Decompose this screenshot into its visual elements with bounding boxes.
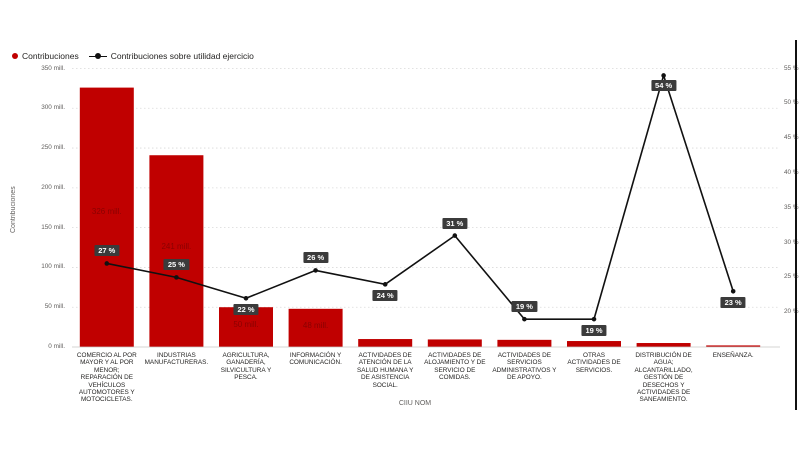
y-left-tick-label: 50 mill. (44, 303, 65, 311)
legend-line-swatch-icon (88, 52, 107, 60)
bar-data-label: 50 mill. (233, 320, 259, 330)
line-point (522, 316, 527, 322)
y-right-tick-label: 40 % (784, 168, 799, 176)
x-category-label: ACTIVIDADES DE SERVICIOS ADMINISTRATIVOS… (492, 352, 557, 382)
x-category-label: ACTIVIDADES DE ATENCIÓN DE LA SALUD HUMA… (357, 352, 414, 389)
line-point (452, 233, 458, 238)
line-data-label: 54 % (651, 80, 677, 92)
y-left-tick-label: 350 mill. (41, 64, 65, 72)
x-category-label: INFORMACIÓN Y COMUNICACIÓN. (289, 352, 342, 367)
x-axis-title: CIIU NOM (398, 400, 432, 407)
line-data-label: 25 % (163, 259, 189, 271)
line-point (243, 295, 249, 301)
line-point (313, 268, 318, 273)
y-right-tick-label: 45 % (784, 134, 799, 142)
y-axis-title: Contribuciones (10, 186, 17, 234)
bar (636, 343, 691, 347)
x-category-label: ENSEÑANZA. (712, 352, 754, 359)
legend-bar-series: Contribuciones (22, 51, 79, 61)
line-series-path (106, 74, 734, 320)
y-right-tick-label: 55 % (784, 64, 799, 72)
y-left-tick-label: 150 mill. (41, 223, 65, 231)
line-data-label: 24 % (372, 290, 398, 302)
y-left-tick-label: 300 mill. (41, 104, 65, 112)
y-right-tick-label: 50 % (784, 99, 799, 107)
line-point (104, 261, 110, 266)
bar (427, 339, 482, 347)
bar-data-label: 48 mill. (302, 320, 329, 330)
x-category-label: INDUSTRIAS MANUFACTURERAS. (144, 352, 209, 367)
bar (358, 339, 413, 347)
line-point (174, 275, 179, 280)
y-right-tick-label: 35 % (784, 203, 799, 211)
right-edge-rule (795, 40, 797, 410)
bar-data-label: 241 mill. (161, 242, 192, 252)
line-point (730, 289, 736, 294)
line-point (382, 282, 388, 287)
y-right-tick-label: 30 % (784, 238, 799, 246)
y-left-tick-label: 100 mill. (41, 263, 65, 271)
x-category-label: COMERCIO AL POR MAYOR Y AL POR MENOR; RE… (76, 352, 137, 404)
bar-data-label: 326 mill. (91, 207, 122, 217)
line-data-label: 27 % (94, 245, 120, 257)
bar (288, 308, 343, 347)
legend-line-series: Contribuciones sobre utilidad ejercicio (110, 51, 254, 61)
bar (706, 345, 761, 347)
line-data-label: 19 % (511, 301, 537, 313)
line-data-label: 19 % (581, 325, 607, 337)
line-data-label: 22 % (233, 304, 259, 316)
x-category-label: DISTRIBUCIÓN DE AGUA; ALCANTARILLADO, GE… (634, 352, 693, 404)
line-point (661, 73, 666, 78)
bar (79, 87, 134, 348)
y-left-tick-label: 0 mill. (48, 343, 65, 350)
y-left-tick-label: 200 mill. (41, 183, 65, 191)
line-data-label: 31 % (442, 217, 468, 229)
bar (567, 341, 621, 347)
legend-bar-swatch-icon (12, 53, 18, 59)
line-data-label: 23 % (720, 297, 746, 309)
x-category-label: AGRICULTURA, GANADERÍA, SILVICULTURA Y P… (220, 352, 272, 382)
y-right-tick-label: 25 % (784, 273, 799, 281)
bar (149, 155, 204, 347)
chart-legend: Contribuciones Contribuciones sobre util… (12, 50, 254, 62)
x-category-label: ACTIVIDADES DE ALOJAMIENTO Y DE SERVICIO… (424, 352, 486, 382)
y-left-tick-label: 250 mill. (41, 144, 65, 152)
line-data-label: 26 % (303, 252, 329, 264)
y-right-tick-label: 20 % (784, 308, 799, 316)
x-category-label: OTRAS ACTIVIDADES DE SERVICIOS. (567, 352, 621, 374)
line-point (591, 316, 597, 322)
bar (497, 339, 552, 347)
